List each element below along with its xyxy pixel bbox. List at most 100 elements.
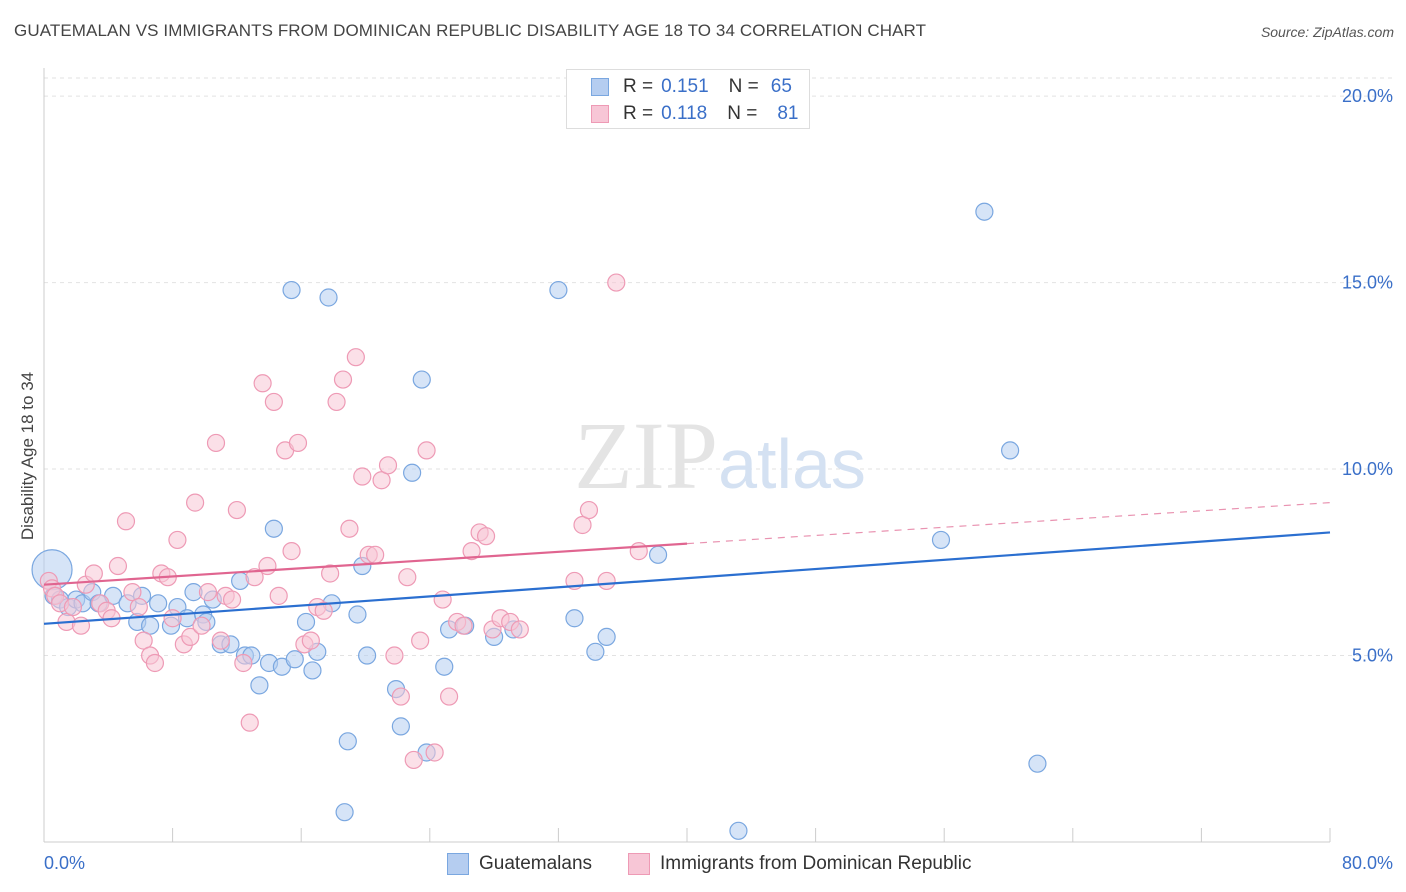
point-dominican xyxy=(253,374,272,393)
point-dominican xyxy=(181,627,200,646)
point-dominican xyxy=(462,542,481,561)
point-dominican xyxy=(417,441,436,460)
legend-r-value: 0.118 xyxy=(661,103,708,124)
point-dominican xyxy=(404,750,423,770)
y-tick-label: 5.0% xyxy=(1352,646,1393,666)
point-dominican xyxy=(385,646,404,665)
point-dominican xyxy=(333,370,353,389)
point-dominican xyxy=(245,568,264,587)
legend-n-value: 81 xyxy=(777,103,799,124)
chart-title: GUATEMALAN VS IMMIGRANTS FROM DOMINICAN … xyxy=(14,21,927,40)
legend-row-guatemalans: R = 0.151 N = 65 xyxy=(591,75,792,99)
legend-n-label: N = xyxy=(727,103,758,124)
data-points xyxy=(31,202,1047,840)
point-guatemalan xyxy=(931,530,951,550)
point-dominican xyxy=(198,583,218,602)
point-guatemalan xyxy=(335,803,354,822)
point-guatemalan xyxy=(391,717,410,736)
point-guatemalan xyxy=(149,594,168,613)
legend-n-value: 65 xyxy=(770,76,792,97)
point-dominican xyxy=(607,273,626,292)
point-dominican xyxy=(145,653,165,673)
point-dominican xyxy=(510,620,529,639)
point-dominican xyxy=(433,590,452,609)
bottom-legend-swatch-blue xyxy=(447,853,469,875)
legend-r-value: 0.151 xyxy=(661,76,709,97)
point-dominican xyxy=(258,556,277,576)
bottom-legend-label: Guatemalans xyxy=(479,853,593,874)
point-dominican xyxy=(211,631,230,650)
correlation-legend: R = 0.151 N = 65 R = 0.118 N = 81 xyxy=(566,69,810,129)
point-dominican xyxy=(321,564,340,583)
point-dominican xyxy=(129,597,148,617)
point-dominican xyxy=(192,616,211,635)
point-guatemalan xyxy=(435,657,454,676)
point-dominican xyxy=(168,530,187,550)
point-dominican xyxy=(439,687,459,706)
gridlines xyxy=(44,77,1392,657)
bottom-legend-label: Immigrants from Dominican Republic xyxy=(660,853,972,874)
point-guatemalan xyxy=(285,650,304,669)
point-guatemalan xyxy=(338,732,357,751)
watermark: ZIPatlas xyxy=(574,402,866,509)
point-dominican xyxy=(116,512,136,531)
point-dominican xyxy=(378,456,398,475)
point-dominican xyxy=(454,616,473,635)
legend-n-label: N = xyxy=(728,76,759,97)
point-guatemalan xyxy=(975,202,994,221)
point-guatemalan xyxy=(303,661,322,680)
y-tick-label: 15.0% xyxy=(1342,273,1393,293)
point-guatemalan xyxy=(729,821,748,840)
point-guatemalan xyxy=(412,370,431,389)
point-guatemalan xyxy=(1001,441,1020,460)
tick-labels: 5.0% 10.0% 15.0% 20.0% 0.0% 80.0% xyxy=(44,86,1393,873)
point-guatemalan xyxy=(597,627,616,646)
trend-line-guatemalans xyxy=(43,531,1331,625)
point-guatemalan xyxy=(565,609,584,628)
point-dominican xyxy=(411,631,430,650)
legend-swatch-pink xyxy=(591,105,609,123)
point-guatemalan xyxy=(403,463,422,482)
legend-row-dominican: R = 0.118 N = 81 xyxy=(591,102,799,126)
point-guatemalan xyxy=(549,280,568,300)
point-dominican xyxy=(227,500,246,520)
point-dominican xyxy=(63,597,83,617)
point-dominican xyxy=(391,687,410,706)
point-guatemalan xyxy=(648,545,668,564)
legend-r-label: R = xyxy=(623,103,654,124)
point-dominican xyxy=(186,493,205,512)
point-dominican xyxy=(366,545,385,564)
point-guatemalan xyxy=(282,280,301,300)
point-dominican xyxy=(234,653,253,673)
point-dominican xyxy=(240,713,259,732)
x-tick-label: 80.0% xyxy=(1342,853,1393,873)
point-dominican xyxy=(398,568,417,587)
bottom-legend-guatemalans: Guatemalans xyxy=(447,852,592,876)
point-guatemalan xyxy=(250,676,269,695)
legend-r-label: R = xyxy=(623,76,654,97)
point-dominican xyxy=(222,590,242,609)
point-dominican xyxy=(425,743,444,762)
point-dominican xyxy=(353,467,372,486)
point-guatemalan xyxy=(264,519,283,538)
trend-line-dominican-extension xyxy=(686,502,1331,545)
point-dominican xyxy=(314,601,333,620)
watermark-atlas: atlas xyxy=(718,425,866,503)
chart-source: Source: ZipAtlas.com xyxy=(1260,24,1394,40)
point-guatemalan xyxy=(319,288,338,307)
point-guatemalan xyxy=(586,642,605,661)
point-dominican xyxy=(84,564,103,583)
point-dominican xyxy=(288,433,308,453)
point-dominican xyxy=(597,571,616,591)
bottom-legend-dominican: Immigrants from Dominican Republic xyxy=(628,852,972,876)
axes xyxy=(43,68,1331,843)
x-tick-label: 0.0% xyxy=(44,853,85,873)
point-dominican xyxy=(264,392,283,412)
point-dominican xyxy=(301,631,320,650)
point-dominican xyxy=(476,527,496,546)
watermark-zip: ZIP xyxy=(574,402,718,509)
point-guatemalan xyxy=(348,605,367,624)
point-dominican xyxy=(282,542,301,561)
trend-lines xyxy=(43,502,1331,625)
